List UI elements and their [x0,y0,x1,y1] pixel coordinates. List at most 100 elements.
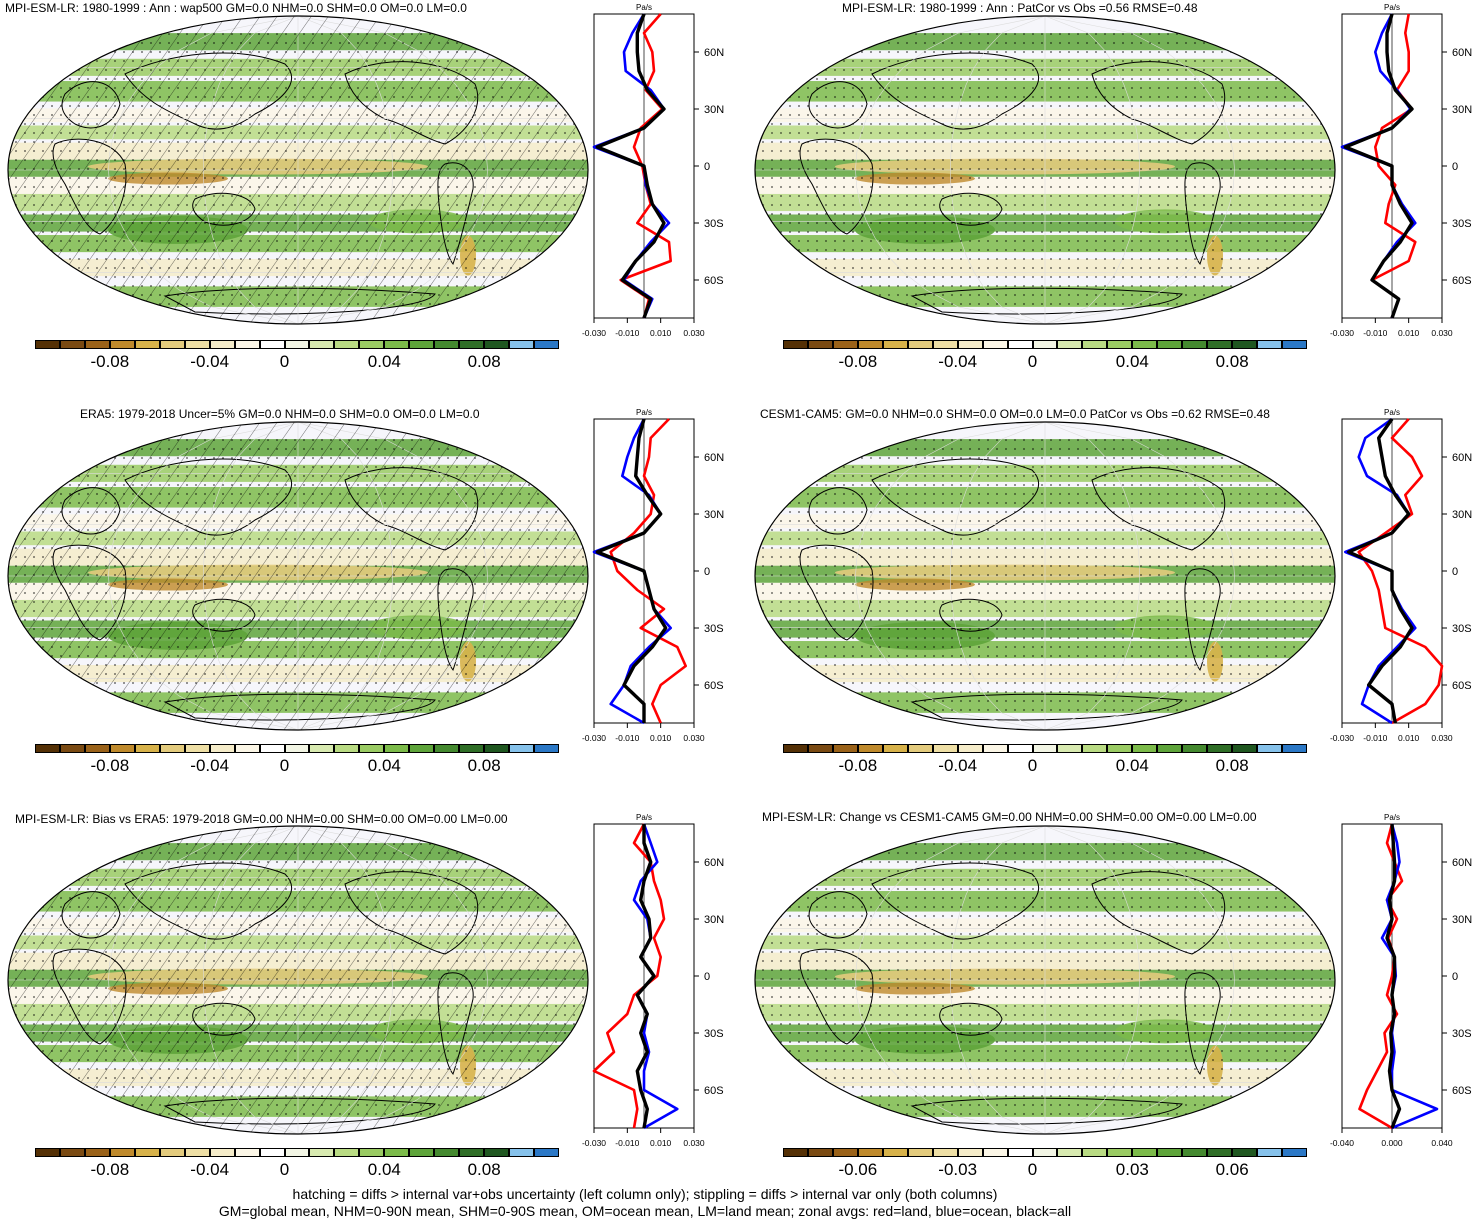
zonal-profile-6: Pa/s 60N 30N 0 30S 60S -0.040 0.000 0.040 [1330,813,1472,1148]
colorbar-swatch [1007,1148,1033,1157]
colorbar-swatch [1007,744,1033,753]
colorbar-tick-label: 0.04 [367,756,401,775]
colorbar-swatch [1132,744,1158,753]
zonal-series-all [1343,13,1414,319]
colorbar-swatch [932,340,958,349]
colorbar-swatch [59,1148,85,1157]
colorbar-tick-label: -0.03 [938,1160,978,1179]
colorbar-swatch [832,744,858,753]
colorbar-swatch [857,744,883,753]
colorbar-4: -0.08 -0.04 0 0.04 0.08 [783,744,1307,784]
colorbar-2: -0.08 -0.04 0 0.04 0.08 [783,340,1307,380]
colorbar-swatch [259,744,285,753]
colorbar-swatch [259,340,285,349]
colorbar-swatch [882,744,908,753]
colorbar-swatch [59,744,85,753]
colorbar-swatch [1232,744,1258,753]
colorbar-swatch [907,1148,933,1157]
x-tick-label: 0.030 [1431,733,1453,743]
colorbar-tick-label: -0.06 [838,1160,878,1179]
colorbar-swatch [309,1148,335,1157]
colorbar-tick-label: 0.08 [467,756,501,775]
colorbar-swatch [409,1148,435,1157]
colorbar-swatch [434,1148,460,1157]
y-tick-label: 30S [704,623,724,635]
y-tick-label: 60N [1452,47,1472,59]
map-border [754,825,1336,1135]
colorbar-swatch [184,1148,210,1157]
colorbar-swatch [907,340,933,349]
y-tick-label: 30S [1452,1028,1472,1040]
x-tick-label: -0.010 [615,328,639,338]
colorbar-swatch [1157,744,1183,753]
x-tick-label: -0.010 [1363,328,1387,338]
x-tick-label: -0.030 [582,328,606,338]
colorbar-swatch [159,744,185,753]
map-border [7,15,589,325]
y-tick-label: 60N [704,452,724,464]
colorbar-swatch [857,340,883,349]
colorbar-swatch [1032,340,1058,349]
unit-label: Pa/s [1384,813,1400,822]
colorbar-tick-label: 0 [1027,756,1038,775]
colorbar-swatch [1032,744,1058,753]
x-tick-label: -0.030 [582,1138,606,1148]
colorbar-swatch [1007,340,1033,349]
colorbar-tick-label: 0.08 [1215,756,1249,775]
colorbar-swatch [807,1148,833,1157]
colorbar-swatch [384,1148,410,1157]
colorbar-tick-label: 0 [1027,1160,1038,1179]
colorbar-swatch [134,340,160,349]
colorbar-swatch [484,744,510,753]
colorbar-swatch [109,340,135,349]
colorbar-swatch [783,340,808,349]
map-panel-2 [754,15,1336,325]
colorbar-swatch [59,340,85,349]
colorbar-tick-label: 0 [279,1160,290,1179]
map-border [754,15,1336,325]
panel-title: MPI-ESM-LR: 1980-1999 : Ann : PatCor vs … [842,1,1198,15]
hatching-overlay [8,422,588,730]
panel-title: CESM1-CAM5: GM=0.0 NHM=0.0 SHM=0.0 OM=0.… [760,407,1270,421]
x-tick-label: -0.030 [1330,328,1354,338]
y-tick-label: 30N [1452,509,1472,521]
y-tick-label: 30S [1452,218,1472,230]
colorbar-tick-label: 0.08 [467,352,501,371]
unit-label: Pa/s [636,408,652,417]
colorbar-tick-label: -0.04 [938,756,978,775]
unit-label: Pa/s [1384,3,1400,12]
y-tick-label: 30N [704,104,724,116]
colorbar-swatch [1082,1148,1108,1157]
colorbar-swatch [1132,1148,1158,1157]
colorbar-swatch [1282,1148,1307,1157]
x-tick-label: -0.010 [1363,733,1387,743]
colorbar-swatch [882,1148,908,1157]
zonal-series-land [609,418,687,724]
colorbar-swatch [1082,744,1108,753]
y-tick-label: 60N [704,857,724,869]
x-tick-label: 0.030 [683,1138,705,1148]
x-tick-label: 0.010 [650,328,672,338]
colorbar-tick-label: -0.04 [190,352,230,371]
y-tick-label: 0 [1452,566,1458,578]
colorbar-swatch [957,744,983,753]
colorbar-swatch [334,340,360,349]
colorbar-swatch [982,340,1008,349]
zonal-series-land [592,823,666,1129]
footer-note-means: GM=global mean, NHM=0-90N mean, SHM=0-90… [218,1203,1072,1219]
colorbar-swatch [409,744,435,753]
zonal-profile-5: Pa/s 60N 30N 0 30S 60S -0.030 -0.010 0.010 0.030 [582,813,724,1148]
colorbar-swatch [807,340,833,349]
x-tick-label: 0.030 [683,733,705,743]
y-tick-label: 60S [1452,1085,1472,1097]
colorbar-swatch [1032,1148,1058,1157]
colorbar-tick-label: 0.04 [1115,352,1149,371]
colorbar-swatch [1182,1148,1208,1157]
x-tick-label: 0.030 [683,328,705,338]
colorbar-tick-label: 0.03 [1115,1160,1149,1179]
colorbar-swatch [1057,340,1083,349]
colorbar-swatch [434,340,460,349]
zonal-series-all [595,13,666,319]
colorbar-swatch [309,340,335,349]
y-tick-label: 30N [1452,104,1472,116]
